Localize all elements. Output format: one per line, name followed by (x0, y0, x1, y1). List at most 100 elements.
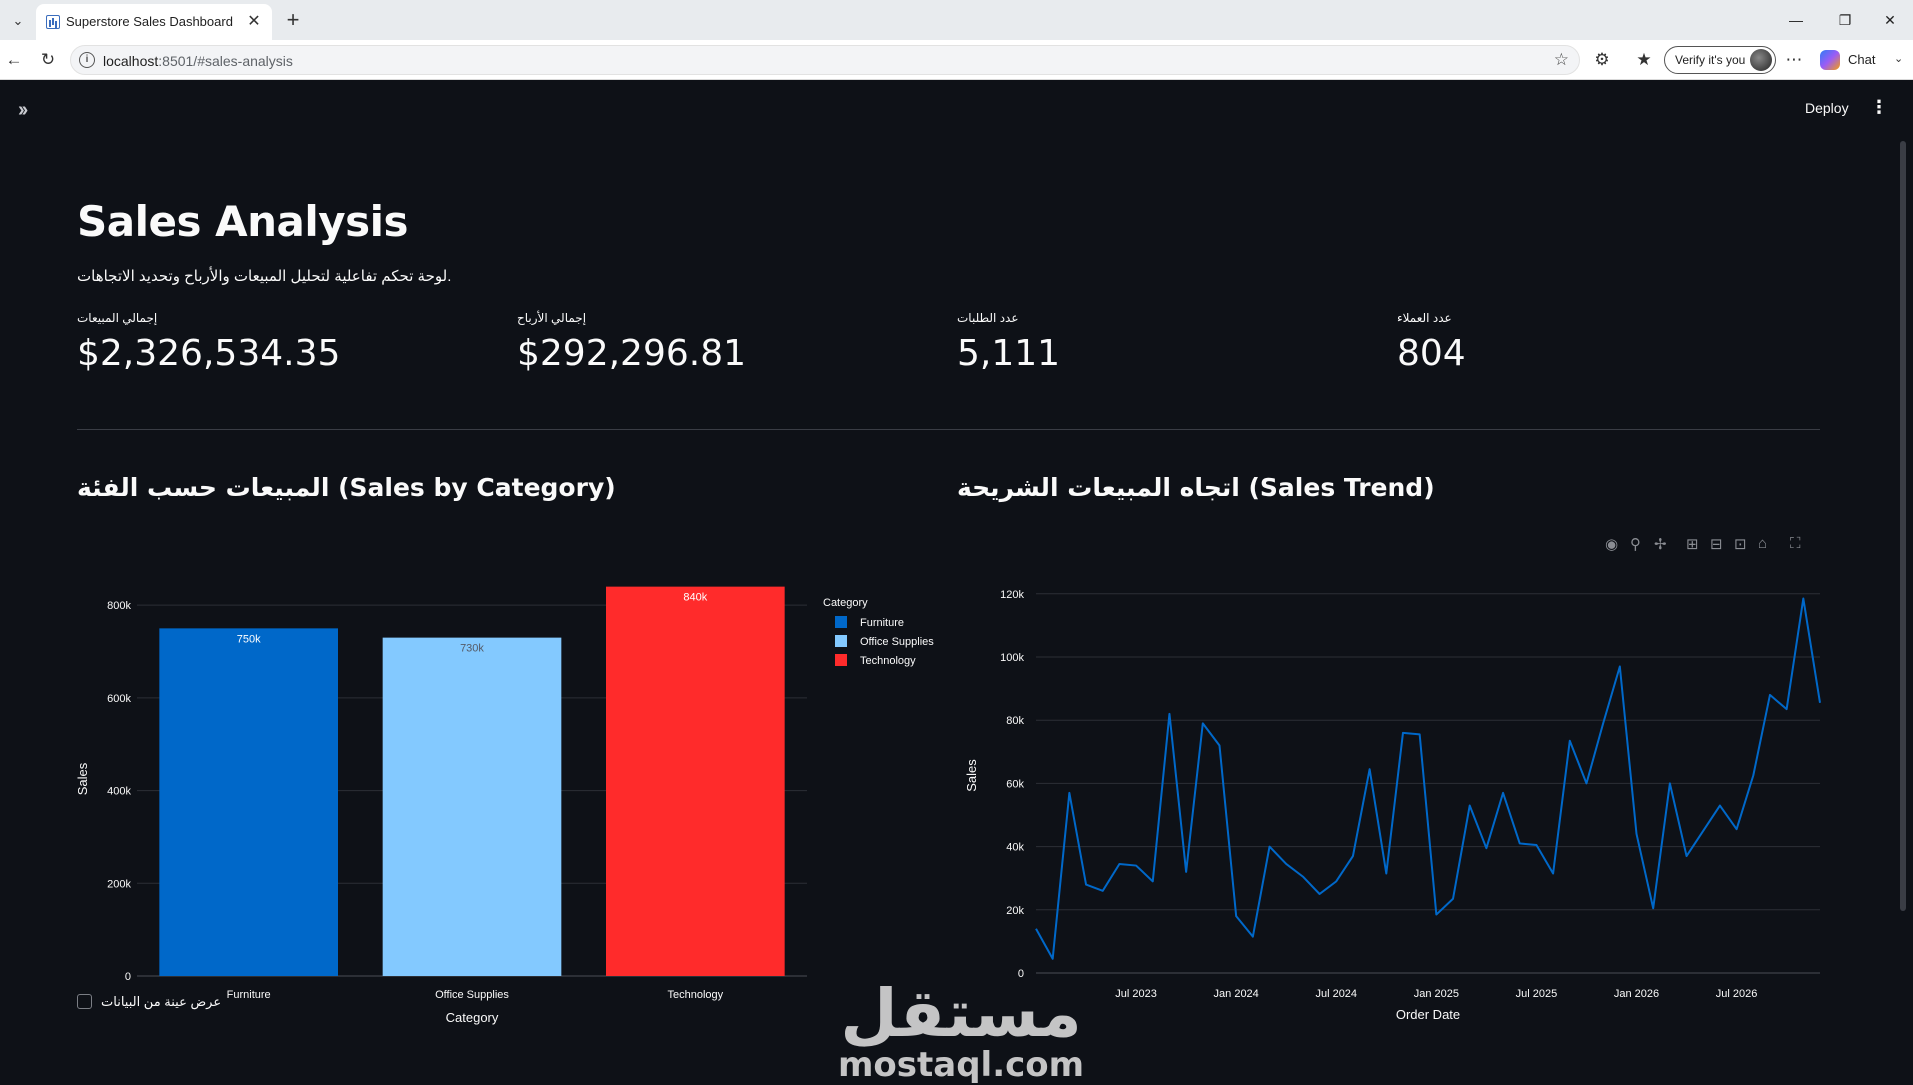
sales-trend-line (1035, 597, 1821, 960)
reload-icon[interactable]: ↻ (40, 50, 56, 69)
autoscale-icon[interactable]: ⊡ (1734, 536, 1747, 553)
legend-item: Technology (860, 655, 916, 667)
zoom-in-icon[interactable]: ⊞ (1686, 536, 1699, 553)
url-input[interactable]: i localhost:8501/#sales-analysis ☆ (70, 45, 1580, 75)
app-menu-icon[interactable]: ⋮ (1870, 97, 1888, 117)
metric-total-profit: إجمالي الأرباح $292,296.81 (517, 311, 917, 374)
x-tick-label: Jan 2025 (1414, 988, 1459, 1000)
minimize-icon[interactable]: — (1789, 12, 1803, 28)
bookmark-star-icon[interactable]: ☆ (1553, 50, 1569, 69)
scrollbar[interactable] (1900, 141, 1906, 911)
metric-value: $292,296.81 (517, 333, 747, 374)
sales-by-category-chart[interactable]: 0 200k 400k 600k 800k 750k Furniture 730k Office… (60, 571, 960, 1041)
tab-title: Superstore Sales Dashboard (66, 14, 233, 29)
home-icon[interactable]: ⌂ (1758, 535, 1768, 552)
bar-office-supplies (382, 637, 562, 976)
metric-customer-count: عدد العملاء 804 (1397, 311, 1797, 374)
watermark: مستقل mostaql.com (838, 975, 1085, 1085)
more-options-icon[interactable]: ⋯ (1785, 50, 1803, 69)
y-tick-label: 600k (107, 693, 131, 705)
site-info-icon[interactable]: i (79, 52, 95, 68)
close-window-icon[interactable]: ✕ (1884, 12, 1896, 28)
copilot-chat-button[interactable]: Chat ⌄ (1818, 48, 1908, 72)
zoom-icon[interactable]: ⚲ (1630, 536, 1641, 553)
y-tick-label: 800k (107, 600, 131, 612)
browser-tab[interactable]: Superstore Sales Dashboard ✕ (36, 4, 272, 40)
bar-data-label: 730k (460, 643, 484, 655)
pan-icon[interactable]: ✢ (1654, 536, 1667, 553)
metric-label: إجمالي المبيعات (77, 311, 158, 325)
back-icon[interactable]: ← (5, 50, 23, 69)
y-axis-title: Sales (964, 759, 979, 792)
metric-value: 5,111 (957, 333, 1061, 374)
bar-data-label: 840k (683, 592, 707, 604)
divider (77, 429, 1820, 430)
bar-data-label: 750k (237, 633, 261, 645)
zoom-out-icon[interactable]: ⊟ (1710, 536, 1723, 553)
deploy-button[interactable]: Deploy (1805, 100, 1849, 116)
y-tick-label: 0 (1018, 968, 1024, 980)
show-sample-checkbox[interactable] (77, 994, 92, 1009)
y-tick-label: 60k (1006, 778, 1024, 790)
legend-title: Category (823, 597, 868, 609)
bar-technology (606, 586, 785, 976)
metric-order-count: عدد الطلبات 5,111 (957, 311, 1357, 374)
page-title: Sales Analysis (77, 197, 409, 246)
show-sample-label: عرض عينة من البيانات (101, 994, 222, 1009)
legend-item: Furniture (860, 617, 904, 629)
x-tick-label: Jan 2024 (1214, 988, 1259, 1000)
app-container: ›› Deploy ⋮ Sales Analysis لوحة تحكم تفا… (0, 81, 1913, 1083)
avatar (1750, 49, 1772, 71)
category-section-title: المبيعات حسب الفئة (Sales by Category) (77, 473, 616, 502)
x-tick-label: Office Supplies (435, 989, 509, 1001)
y-tick-label: 80k (1006, 715, 1024, 727)
copilot-label: Chat (1848, 52, 1876, 67)
sales-trend-chart[interactable]: 0 20k 40k 60k 80k 100k 120k Jul 2023 Jan 2024 Jul… (940, 571, 1840, 1041)
url-path: :8501/#sales-analysis (158, 53, 293, 69)
favorites-icon[interactable]: ★ (1636, 50, 1652, 69)
x-tick-label: Jul 2024 (1315, 988, 1357, 1000)
x-tick-label: Furniture (227, 989, 271, 1001)
x-tick-label: Jul 2026 (1716, 988, 1758, 1000)
x-tick-label: Jan 2026 (1614, 988, 1659, 1000)
metric-label: عدد العملاء (1397, 311, 1452, 325)
chart-favicon-icon (46, 15, 60, 29)
legend-swatch (835, 654, 847, 666)
metric-value: $2,326,534.35 (77, 333, 341, 374)
browser-tab-bar: ⌄ Superstore Sales Dashboard ✕ + — ❐ ✕ (0, 0, 1913, 40)
x-tick-label: Jul 2023 (1115, 988, 1157, 1000)
legend-item: Office Supplies (860, 636, 934, 648)
y-tick-label: 20k (1006, 905, 1024, 917)
tab-list-dropdown-icon[interactable]: ⌄ (12, 13, 24, 28)
verify-profile-button[interactable]: Verify it's you (1664, 46, 1776, 74)
copilot-icon (1820, 50, 1840, 70)
extensions-icon[interactable]: ⚙ (1594, 50, 1610, 69)
bar-furniture (159, 628, 338, 976)
verify-label: Verify it's you (1675, 53, 1746, 67)
y-tick-label: 0 (125, 971, 131, 983)
camera-icon[interactable]: ◉ (1605, 536, 1619, 553)
y-tick-label: 40k (1006, 842, 1024, 854)
x-axis-title: Order Date (1396, 1007, 1460, 1022)
restore-icon[interactable]: ❐ (1838, 12, 1852, 28)
trend-section-title: اتجاه المبيعات الشريحة (Sales Trend) (957, 473, 1435, 502)
y-tick-label: 200k (107, 878, 131, 890)
legend-swatch (835, 635, 847, 647)
y-axis-title: Sales (75, 762, 90, 795)
x-tick-label: Technology (668, 989, 724, 1001)
watermark-latin: mostaql.com (838, 1045, 1085, 1085)
metric-total-sales: إجمالي المبيعات $2,326,534.35 (77, 311, 477, 374)
y-tick-label: 400k (107, 786, 131, 798)
x-axis-title: Category (446, 1010, 499, 1025)
close-tab-icon[interactable]: ✕ (247, 13, 261, 30)
y-tick-label: 100k (1000, 652, 1024, 664)
metric-label: عدد الطلبات (957, 311, 1019, 325)
metric-value: 804 (1397, 333, 1466, 374)
fullscreen-icon[interactable]: ⛶ (1790, 535, 1801, 552)
page-subtitle: لوحة تحكم تفاعلية لتحليل المبيعات والأرب… (77, 268, 452, 285)
new-tab-icon[interactable]: + (286, 7, 300, 32)
legend-swatch (835, 616, 847, 628)
expand-sidebar-icon[interactable]: ›› (18, 99, 28, 121)
watermark-arabic: مستقل (840, 975, 1082, 1052)
address-bar: ← ↻ i localhost:8501/#sales-analysis ☆ ⚙… (0, 40, 1913, 80)
